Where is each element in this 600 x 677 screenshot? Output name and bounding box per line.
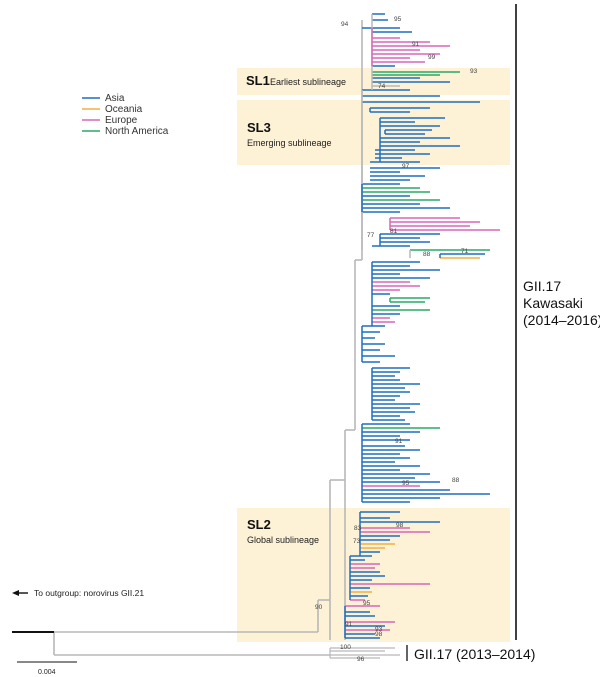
outgroup-label: To outgroup: norovirus GII.21 [34,588,144,598]
kawasaki-label-line2: Kawasaki [523,295,583,311]
bootstrap-value: 98 [396,522,404,529]
bootstrap-value: 100 [340,644,351,651]
bootstrap-value: 96 [357,656,365,663]
sl2-title: SL2 [247,517,271,532]
bootstrap-value: 73 [353,538,361,545]
sl3-title: SL3 [247,120,271,135]
legend-europe-label: Europe [105,115,138,126]
bootstrap-value: 98 [375,631,383,638]
bootstrap-value: 93 [375,626,383,633]
tree-branches [53,13,500,659]
bootstrap-value: 95 [363,600,371,607]
sl3-subtitle: Emerging sublineage [247,138,332,148]
bootstrap-value: 71 [461,248,469,255]
kawasaki-label-line3: (2014–2016) [523,312,600,328]
sl1-subtitle: Earliest sublineage [270,77,346,87]
bootstrap-value: 93 [470,68,478,75]
bootstrap-labels: 94 95 91 99 93 74 97 77 81 71 88 91 88 95 83 98 73 90 95 91… [315,16,478,663]
bootstrap-value: 88 [452,477,460,484]
bootstrap-value: 83 [354,525,362,532]
sl1-title: SL1 [246,73,270,88]
sl2-subtitle: Global sublineage [247,535,319,545]
bootstrap-value: 91 [395,438,403,445]
legend: Asia Oceania Europe North America [82,93,169,137]
kawasaki-label-line1: GII.17 [523,278,561,294]
legend-asia-label: Asia [105,93,125,104]
legend-north-america-label: North America [105,126,169,137]
bootstrap-value: 91 [345,621,353,628]
bootstrap-value: 95 [402,480,410,487]
legend-oceania-label: Oceania [105,104,143,115]
bootstrap-value: 95 [394,16,402,23]
bootstrap-value: 99 [428,54,436,61]
bootstrap-value: 90 [315,604,323,611]
bootstrap-value: 81 [390,228,398,235]
sl3-box [237,100,510,165]
scale-bar-label: 0.004 [38,669,56,676]
early-clade-label: GII.17 (2013–2014) [414,646,535,662]
bootstrap-value: 97 [402,163,410,170]
bootstrap-value: 91 [412,41,420,48]
bootstrap-value: 94 [341,21,349,28]
outgroup-arrow-icon [12,590,28,596]
bootstrap-value: 88 [423,251,431,258]
sl2-box [237,508,510,642]
bootstrap-value: 77 [367,232,375,239]
bootstrap-value: 74 [378,83,386,90]
